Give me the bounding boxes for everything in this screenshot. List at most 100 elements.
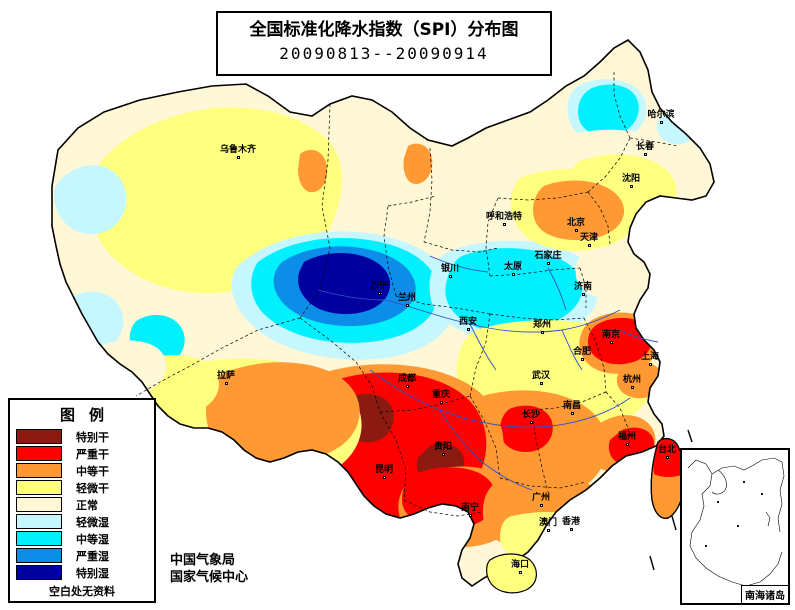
city-marker-icon — [441, 453, 445, 456]
legend-swatch — [16, 446, 62, 461]
city-label: 石家庄 — [528, 251, 568, 265]
city-marker-icon — [529, 421, 533, 424]
city-name: 乌鲁木齐 — [219, 145, 256, 155]
legend-swatch — [16, 531, 62, 546]
city-marker-icon — [405, 304, 409, 307]
city-marker-icon — [580, 358, 584, 361]
city-name: 香港 — [561, 517, 580, 527]
legend-swatch — [16, 497, 62, 512]
legend-label: 特别干 — [76, 430, 109, 444]
city-marker-icon — [643, 153, 647, 156]
city-name: 西宁 — [369, 281, 388, 291]
city-label: 澳门 — [528, 518, 568, 532]
city-name: 海口 — [510, 560, 529, 570]
city-label: 拉萨 — [206, 371, 246, 385]
city-marker-icon — [629, 185, 633, 188]
legend-label: 中等湿 — [76, 532, 109, 546]
legend-row: 中等湿 — [16, 530, 154, 547]
city-name: 呼和浩特 — [485, 212, 522, 222]
legend-swatch — [16, 429, 62, 444]
city-label: 乌鲁木齐 — [218, 145, 258, 159]
city-marker-icon — [539, 504, 543, 507]
city-name: 杭州 — [622, 375, 641, 385]
city-label: 南昌 — [552, 401, 592, 415]
city-name: 济南 — [573, 282, 592, 292]
province-boundaries — [135, 72, 679, 517]
city-marker-icon — [546, 262, 550, 265]
city-marker-icon — [236, 156, 240, 159]
city-label: 沈阳 — [611, 174, 651, 188]
city-name: 北京 — [566, 218, 585, 228]
legend-row: 严重湿 — [16, 547, 154, 564]
legend-note: 空白处无资料 — [49, 585, 115, 598]
legend-label: 轻微湿 — [76, 515, 109, 529]
legend-row: 中等干 — [16, 462, 154, 479]
city-label: 哈尔滨 — [641, 110, 681, 124]
city-label: 海口 — [500, 560, 540, 574]
legend-label: 中等干 — [76, 464, 109, 478]
legend-box: 图例 特别干 严重干 中等干 轻微干 正常 轻微湿 中等湿 严重湿 特别湿 空白处无资料 — [8, 398, 156, 603]
city-name: 天津 — [579, 233, 598, 243]
city-label: 台北 — [647, 445, 687, 459]
legend-swatch — [16, 548, 62, 563]
city-label: 香港 — [551, 517, 591, 531]
city-marker-icon — [502, 223, 506, 226]
inset-label: 南海诸岛 — [741, 585, 788, 603]
city-name: 哈尔滨 — [647, 110, 675, 120]
city-marker-icon — [665, 456, 669, 459]
city-marker-icon — [405, 385, 409, 388]
city-label: 重庆 — [421, 390, 461, 404]
city-marker-icon — [630, 386, 634, 389]
legend-label: 特别湿 — [76, 566, 109, 580]
boundary-dash-marks — [649, 429, 693, 571]
city-marker-icon — [439, 401, 443, 404]
legend-row: 正常 — [16, 496, 154, 513]
title-box: 全国标准化降水指数（SPI）分布图 20090813--20090914 — [216, 11, 552, 76]
city-marker-icon — [587, 244, 591, 247]
legend-heading: 图例 — [59, 406, 118, 424]
city-name: 南昌 — [562, 401, 581, 411]
legend-row: 特别湿 — [16, 564, 154, 581]
city-marker-icon — [581, 293, 585, 296]
legend-swatch — [16, 514, 62, 529]
city-name: 兰州 — [397, 293, 416, 303]
city-label: 天津 — [569, 233, 609, 247]
city-name: 昆明 — [374, 465, 393, 475]
city-name: 太原 — [503, 262, 522, 272]
legend-rows: 特别干 严重干 中等干 轻微干 正常 轻微湿 中等湿 严重湿 特别湿 — [10, 428, 154, 581]
city-label: 武汉 — [521, 371, 561, 385]
city-marker-icon — [659, 121, 663, 124]
city-label: 合肥 — [562, 347, 602, 361]
city-label: 呼和浩特 — [484, 212, 524, 226]
city-label: 银川 — [430, 264, 470, 278]
legend-row: 轻微湿 — [16, 513, 154, 530]
city-label: 长沙 — [511, 410, 551, 424]
city-label: 南宁 — [450, 503, 490, 517]
city-name: 上海 — [640, 352, 659, 362]
city-name: 贵阳 — [433, 442, 452, 452]
city-label: 西安 — [448, 317, 488, 331]
city-label: 南京 — [591, 330, 631, 344]
city-marker-icon — [224, 382, 228, 385]
page-title: 全国标准化降水指数（SPI）分布图 — [249, 20, 519, 40]
city-label: 广州 — [521, 493, 561, 507]
city-name: 沈阳 — [621, 174, 640, 184]
city-marker-icon — [448, 275, 452, 278]
city-name: 长春 — [635, 142, 654, 152]
legend-label: 严重湿 — [76, 549, 109, 563]
attribution-line-1: 中国气象局 — [170, 553, 236, 568]
city-name: 成都 — [397, 374, 416, 384]
city-name: 南京 — [601, 330, 620, 340]
city-name: 武汉 — [531, 371, 550, 381]
city-marker-icon — [382, 476, 386, 479]
city-label: 太原 — [493, 262, 533, 276]
city-name: 福州 — [617, 432, 636, 442]
legend-swatch — [16, 463, 62, 478]
city-name: 南宁 — [460, 503, 479, 513]
city-label: 福州 — [607, 432, 647, 446]
city-marker-icon — [539, 382, 543, 385]
city-label: 兰州 — [387, 293, 427, 307]
legend-row: 轻微干 — [16, 479, 154, 496]
city-name: 银川 — [440, 264, 459, 274]
